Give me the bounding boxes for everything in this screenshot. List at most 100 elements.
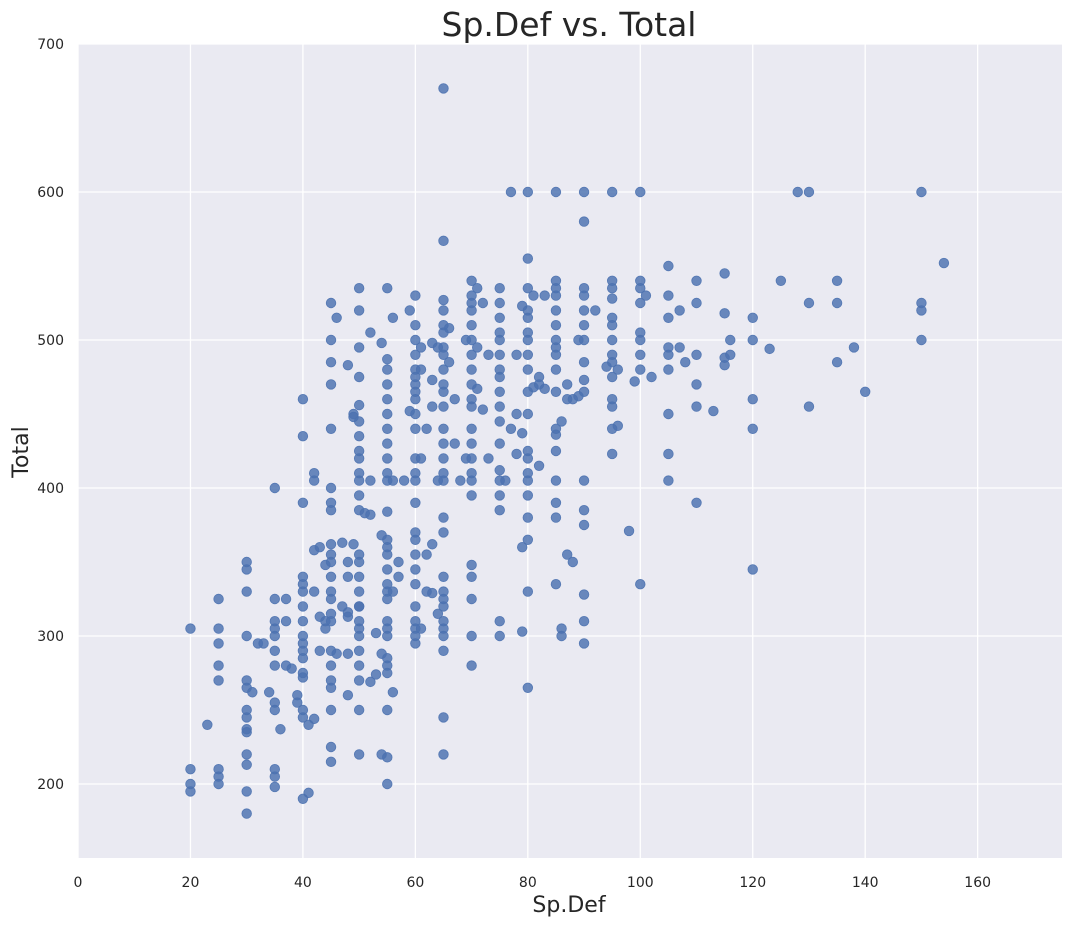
scatter-point xyxy=(325,539,337,550)
scatter-point xyxy=(606,293,618,304)
scatter-point xyxy=(297,394,309,405)
scatter-point xyxy=(522,490,534,501)
scatter-point xyxy=(629,376,640,387)
scatter-point xyxy=(387,586,399,597)
y-axis-label: Total xyxy=(9,426,34,478)
scatter-point xyxy=(590,305,601,316)
scatter-point xyxy=(522,586,534,597)
scatter-point xyxy=(297,712,309,723)
scatter-point xyxy=(353,571,365,583)
scatter-point xyxy=(747,423,758,435)
scatter-point xyxy=(269,630,281,642)
chart-title: Sp.Def vs. Total xyxy=(442,5,697,44)
scatter-point xyxy=(466,475,477,486)
scatter-point xyxy=(438,601,449,612)
scatter-point xyxy=(438,527,449,538)
scatter-point xyxy=(466,571,477,583)
scatter-point xyxy=(297,672,309,683)
scatter-point xyxy=(241,630,252,642)
scatter-point xyxy=(494,465,505,476)
scatter-point xyxy=(606,186,618,198)
scatter-point xyxy=(342,556,354,568)
scatter-point xyxy=(606,401,618,412)
scatter-point xyxy=(241,808,252,819)
scatter-point xyxy=(342,571,354,583)
scatter-point xyxy=(269,781,281,793)
scatter-point xyxy=(410,601,421,612)
scatter-point xyxy=(550,475,562,486)
scatter-point xyxy=(292,697,303,708)
x-tick-label: 140 xyxy=(852,875,879,891)
scatter-point xyxy=(348,539,359,550)
scatter-point xyxy=(410,394,421,405)
scatter-point xyxy=(382,354,393,365)
scatter-point xyxy=(522,253,534,264)
scatter-point xyxy=(635,579,646,590)
scatter-point xyxy=(269,482,281,494)
scatter-point xyxy=(612,420,623,432)
scatter-point xyxy=(550,320,562,331)
scatter-point xyxy=(438,349,449,361)
x-tick-label: 0 xyxy=(74,875,83,891)
scatter-point xyxy=(325,297,337,309)
scatter-point xyxy=(275,724,286,735)
scatter-point xyxy=(466,334,477,346)
scatter-point xyxy=(365,509,376,520)
scatter-point xyxy=(342,359,354,371)
scatter-point xyxy=(438,712,449,723)
scatter-point xyxy=(522,312,534,324)
scatter-point xyxy=(353,399,365,411)
scatter-point xyxy=(831,357,843,368)
scatter-point xyxy=(443,322,455,334)
scatter-point xyxy=(561,379,573,390)
scatter-point xyxy=(550,429,562,440)
scatter-point xyxy=(663,312,674,324)
scatter-point xyxy=(663,448,674,460)
scatter-point xyxy=(353,601,365,612)
scatter-point xyxy=(325,556,337,568)
x-tick-label: 160 xyxy=(964,875,991,891)
scatter-point xyxy=(550,386,562,398)
scatter-point xyxy=(263,687,275,698)
scatter-point xyxy=(353,453,365,464)
scatter-point xyxy=(578,374,590,386)
scatter-point xyxy=(353,283,365,294)
scatter-point xyxy=(612,364,623,375)
scatter-point xyxy=(691,401,702,412)
scatter-point xyxy=(938,257,950,269)
scatter-point xyxy=(916,305,927,316)
scatter-point xyxy=(269,645,281,657)
scatter-point xyxy=(606,371,618,383)
scatter-point xyxy=(449,394,460,405)
scatter-point xyxy=(663,260,674,272)
scatter-point xyxy=(438,749,449,760)
scatter-point xyxy=(376,337,387,349)
scatter-point xyxy=(578,616,590,627)
scatter-point xyxy=(522,186,534,198)
scatter-point xyxy=(320,623,331,634)
scatter-point xyxy=(331,648,342,659)
scatter-point xyxy=(438,571,449,583)
scatter-point xyxy=(387,312,399,324)
scatter-point xyxy=(578,638,590,649)
scatter-point xyxy=(466,490,477,501)
scatter-point xyxy=(325,334,337,346)
scatter-point xyxy=(410,549,421,560)
y-tick-label: 500 xyxy=(37,333,64,349)
scatter-point xyxy=(353,475,365,486)
scatter-point xyxy=(477,404,489,415)
y-tick-label: 400 xyxy=(37,481,64,497)
scatter-point xyxy=(382,423,393,435)
scatter-point xyxy=(308,713,320,725)
scatter-point xyxy=(325,682,337,694)
scatter-point xyxy=(353,416,365,427)
scatter-point xyxy=(494,349,505,361)
scatter-point xyxy=(578,589,590,600)
scatter-point xyxy=(382,564,393,575)
scatter-point xyxy=(185,623,196,634)
scatter-point xyxy=(606,448,618,460)
scatter-point xyxy=(382,438,393,449)
scatter-point xyxy=(438,438,449,449)
scatter-point xyxy=(477,297,489,309)
